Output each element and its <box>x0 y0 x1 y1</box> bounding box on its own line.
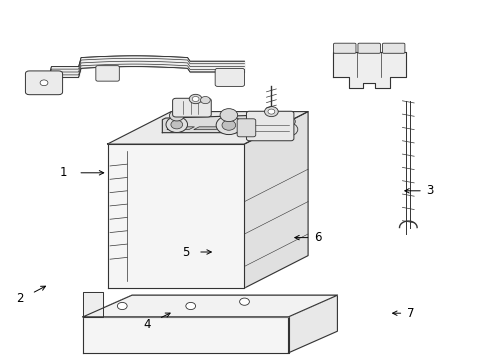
Polygon shape <box>83 292 102 317</box>
FancyBboxPatch shape <box>357 43 380 53</box>
Polygon shape <box>83 317 288 353</box>
Polygon shape <box>167 127 194 130</box>
Circle shape <box>169 110 184 121</box>
Circle shape <box>239 298 249 305</box>
FancyBboxPatch shape <box>237 119 255 137</box>
Text: 7: 7 <box>406 307 414 320</box>
Circle shape <box>192 96 199 102</box>
FancyBboxPatch shape <box>172 98 211 117</box>
Text: 3: 3 <box>426 184 433 197</box>
FancyBboxPatch shape <box>333 43 355 53</box>
Polygon shape <box>288 295 337 353</box>
Polygon shape <box>107 112 307 144</box>
Polygon shape <box>332 52 405 88</box>
Circle shape <box>171 120 183 129</box>
Circle shape <box>165 117 187 132</box>
Text: 2: 2 <box>16 292 23 305</box>
Circle shape <box>200 96 210 104</box>
Polygon shape <box>83 295 337 317</box>
Circle shape <box>282 117 295 126</box>
Text: 6: 6 <box>313 231 321 244</box>
Circle shape <box>117 302 127 310</box>
FancyBboxPatch shape <box>382 43 404 53</box>
Circle shape <box>216 116 241 135</box>
Polygon shape <box>162 115 269 133</box>
FancyBboxPatch shape <box>215 68 244 86</box>
Text: 4: 4 <box>142 318 150 330</box>
FancyBboxPatch shape <box>25 71 62 95</box>
Polygon shape <box>247 127 274 130</box>
Circle shape <box>267 109 274 114</box>
Polygon shape <box>221 127 247 130</box>
Circle shape <box>40 80 48 86</box>
Circle shape <box>220 109 237 122</box>
Polygon shape <box>244 112 307 288</box>
Circle shape <box>189 94 202 104</box>
Polygon shape <box>194 127 221 130</box>
Polygon shape <box>83 295 337 317</box>
Polygon shape <box>107 144 244 288</box>
Circle shape <box>264 107 278 117</box>
Text: 5: 5 <box>182 246 189 258</box>
FancyBboxPatch shape <box>96 66 119 81</box>
Text: 1: 1 <box>60 166 67 179</box>
Circle shape <box>185 302 195 310</box>
FancyBboxPatch shape <box>246 111 293 141</box>
Circle shape <box>280 123 297 136</box>
Circle shape <box>222 120 235 130</box>
